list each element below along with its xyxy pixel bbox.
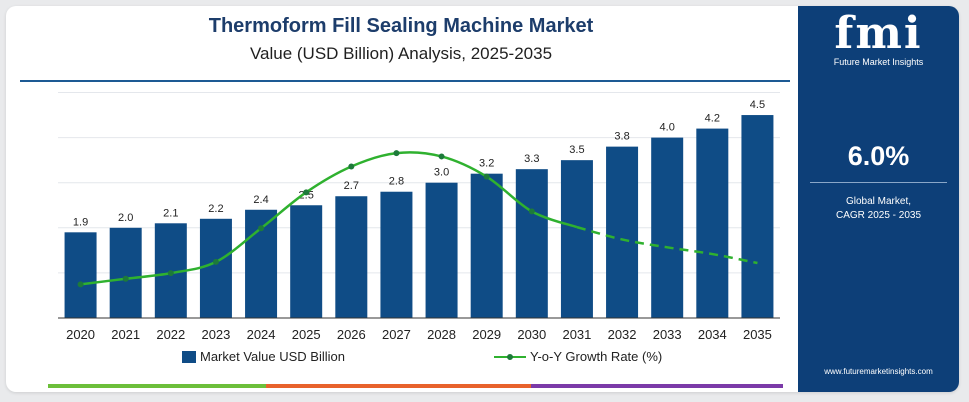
bar-2023: [199, 218, 232, 318]
chart-panel: Thermoform Fill Sealing Machine Market V…: [6, 6, 796, 392]
x-tick-2030: 2030: [517, 327, 546, 342]
bar-2027: [380, 191, 413, 318]
x-tick-2028: 2028: [427, 327, 456, 342]
x-tick-2032: 2032: [608, 327, 637, 342]
growth-line-actual: [80, 151, 578, 286]
fmi-logo: fmi Future Market Insights: [798, 8, 959, 68]
bar-2033: [651, 137, 684, 318]
x-tick-2027: 2027: [382, 327, 411, 342]
bar-2030: [515, 169, 548, 318]
bar-label-2023: 2.2: [208, 203, 223, 215]
growth-point-2024: [258, 225, 265, 232]
x-tick-2035: 2035: [743, 327, 772, 342]
growth-point-2020: [77, 281, 84, 288]
bar-label-2031: 3.5: [569, 144, 584, 156]
cagr-label-line2: CAGR 2025 - 2035: [835, 210, 922, 221]
bar-label-2022: 2.1: [163, 207, 178, 219]
growth-point-2022: [167, 270, 174, 277]
chart-subtitle: Value (USD Billion) Analysis, 2025-2035: [249, 44, 553, 63]
legend-item-market-value: Market Value USD Billion: [182, 349, 345, 364]
bar-2028: [425, 182, 458, 318]
bar-2021: [109, 227, 142, 318]
bar-label-2035: 4.5: [750, 99, 765, 111]
x-tick-2031: 2031: [562, 327, 591, 342]
x-tick-2033: 2033: [653, 327, 682, 342]
chart-title: Thermoform Fill Sealing Machine Market: [208, 15, 594, 37]
website-link[interactable]: www.futuremarketinsights.com: [824, 367, 933, 376]
logo-mark: fmi: [834, 8, 923, 59]
cagr-label: Global Market, CAGR 2025 - 2035: [798, 195, 959, 223]
x-tick-2029: 2029: [472, 327, 501, 342]
growth-point-2021: [122, 275, 129, 282]
report-card: Thermoform Fill Sealing Machine Market V…: [6, 6, 959, 392]
growth-point-2030: [528, 208, 535, 215]
growth-point-2027: [393, 150, 400, 157]
bar-label-2030: 3.3: [524, 153, 539, 165]
x-tick-2024: 2024: [247, 327, 276, 342]
growth-point-2023: [212, 258, 219, 265]
bar-label-2034: 4.2: [705, 113, 720, 125]
x-tick-2020: 2020: [66, 327, 95, 342]
market-chart: 1.920202.020212.120222.220232.420242.520…: [58, 92, 780, 342]
legend-line-swatch: [494, 351, 526, 363]
accent-stripe-purple: [531, 384, 783, 388]
brand-panel: fmi Future Market Insights 6.0% Global M…: [798, 6, 959, 392]
x-tick-2034: 2034: [698, 327, 727, 342]
logo-tagline: Future Market Insights: [833, 57, 924, 67]
bar-2029: [470, 173, 503, 318]
bar-label-2032: 3.8: [614, 131, 629, 143]
x-tick-2021: 2021: [111, 327, 140, 342]
legend-label-market-value: Market Value USD Billion: [200, 349, 345, 364]
growth-point-2028: [438, 153, 445, 160]
x-tick-2026: 2026: [337, 327, 366, 342]
bar-label-2026: 2.7: [344, 180, 359, 192]
bar-2034: [696, 128, 729, 318]
growth-point-2026: [348, 163, 355, 170]
x-tick-2022: 2022: [156, 327, 185, 342]
cagr-label-line1: Global Market,: [845, 196, 912, 207]
growth-line-forecast: [576, 225, 758, 265]
bar-2026: [335, 196, 368, 318]
bar-label-2021: 2.0: [118, 212, 133, 224]
legend-bar-swatch: [182, 350, 196, 363]
legend-item-growth-rate: Y-o-Y Growth Rate (%): [494, 349, 662, 364]
bar-2025: [290, 205, 323, 318]
title-divider: [20, 80, 790, 82]
bar-label-2033: 4.0: [660, 122, 675, 134]
x-tick-2023: 2023: [201, 327, 230, 342]
growth-point-2025: [303, 189, 310, 196]
bar-2020: [64, 232, 97, 318]
growth-point-2029: [483, 173, 490, 180]
bar-label-2029: 3.2: [479, 158, 494, 170]
legend-label-growth-rate: Y-o-Y Growth Rate (%): [530, 349, 663, 364]
bar-2031: [560, 160, 593, 318]
x-tick-2025: 2025: [292, 327, 321, 342]
accent-stripe-green: [48, 384, 266, 388]
bar-label-2020: 1.9: [73, 216, 88, 228]
bar-2035: [741, 115, 774, 318]
bar-2032: [606, 146, 639, 318]
bar-label-2027: 2.8: [389, 176, 404, 188]
bar-label-2024: 2.4: [253, 194, 268, 206]
accent-stripe-orange: [266, 384, 531, 388]
cagr-divider: [810, 182, 947, 183]
cagr-value: 6.0%: [847, 141, 910, 171]
bar-label-2028: 3.0: [434, 167, 449, 179]
